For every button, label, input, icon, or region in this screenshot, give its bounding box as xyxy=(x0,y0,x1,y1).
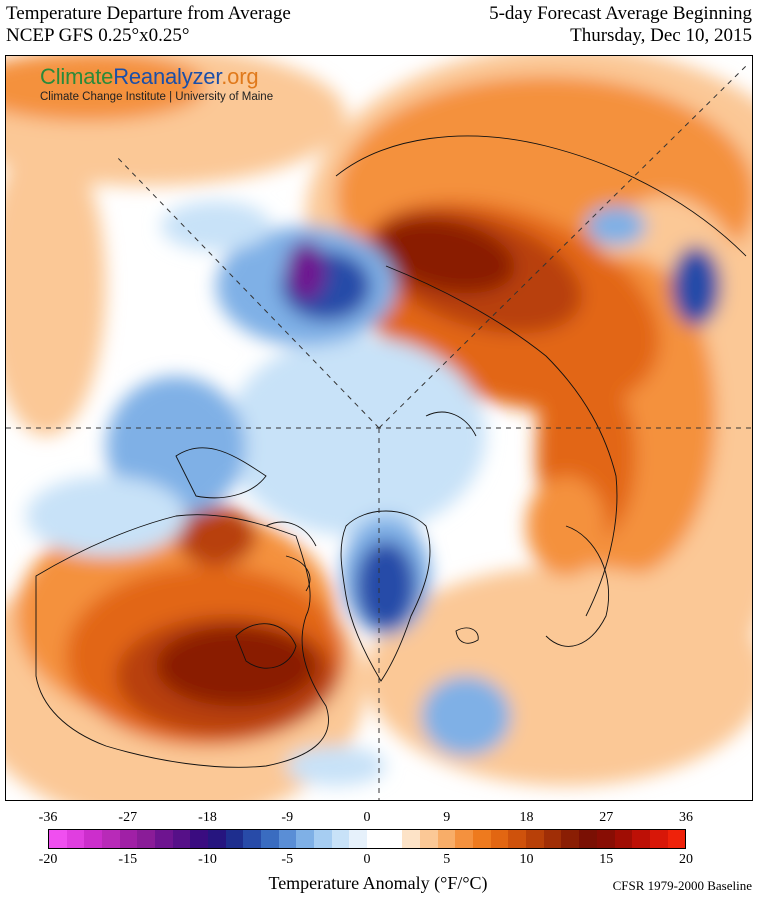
fahrenheit-tick-label: 9 xyxy=(443,810,451,825)
anomaly-map xyxy=(5,55,753,801)
colorbar-label-text: Temperature Anomaly (°F/°C) xyxy=(268,873,488,893)
coastlines-outline xyxy=(35,135,747,768)
celsius-tick-label: -15 xyxy=(118,852,138,867)
colorbar-segment xyxy=(84,830,103,848)
colorbar-segment xyxy=(384,830,403,848)
colorbar-segment xyxy=(172,830,191,848)
colorbar-label: Temperature Anomaly (°F/°C) xyxy=(0,873,760,894)
colorbar xyxy=(48,829,686,849)
greenland-outline xyxy=(340,510,431,682)
alaska-outline xyxy=(175,447,267,499)
celsius-tick-label: 5 xyxy=(443,852,451,867)
anomaly-patch xyxy=(286,746,386,786)
colorbar-segment xyxy=(596,830,615,848)
graticule xyxy=(6,65,752,800)
colorbar-segment xyxy=(455,830,474,848)
colorbar-segment xyxy=(579,830,597,848)
celsius-tick-label: -20 xyxy=(38,852,58,867)
colorbar-segment xyxy=(367,830,385,848)
colorbar-segment xyxy=(296,830,315,848)
forecast-date: Thursday, Dec 10, 2015 xyxy=(570,25,752,46)
fahrenheit-tick-label: 27 xyxy=(599,810,614,825)
anomaly-patch xyxy=(26,476,186,556)
colorbar-segment xyxy=(649,830,668,848)
colorbar-segment xyxy=(225,830,244,848)
fahrenheit-tick-label: -9 xyxy=(281,810,294,825)
hudson-bay-outline xyxy=(235,623,297,669)
colorbar-segment xyxy=(632,830,650,848)
iceland-outline xyxy=(455,627,479,644)
model-name: NCEP GFS 0.25°x0.25° xyxy=(6,25,190,46)
anomaly-patch xyxy=(6,136,106,436)
eurasia-outline xyxy=(335,135,747,617)
anomaly-patch xyxy=(286,241,326,301)
anomaly-patch xyxy=(161,201,271,251)
colorbar-segment xyxy=(561,830,580,848)
celsius-tick-label: -5 xyxy=(281,852,294,867)
colorbar-segment xyxy=(49,830,67,848)
forecast-title: 5-day Forecast Average Beginning xyxy=(489,3,752,24)
colorbar-segment xyxy=(437,830,456,848)
brand-logo: ClimateReanalyzer.org Climate Change Ins… xyxy=(40,64,273,103)
colorbar-segment xyxy=(508,830,527,848)
colorbar-segment xyxy=(402,830,421,848)
brand-name-part1: Climate xyxy=(40,64,114,89)
colorbar-segment xyxy=(614,830,633,848)
fahrenheit-tick-label: -18 xyxy=(198,810,217,825)
anomaly-patch xyxy=(176,506,256,566)
fahrenheit-tick-label: -27 xyxy=(118,810,138,825)
brand-name-part2: Reanalyzer xyxy=(113,64,222,89)
anomaly-patch xyxy=(671,246,721,326)
anomaly-patch xyxy=(421,676,511,756)
colorbar-segment xyxy=(190,830,209,848)
celsius-tick-label: 20 xyxy=(679,852,693,867)
colorbar-segment xyxy=(66,830,85,848)
colorbar-segment xyxy=(119,830,138,848)
anomaly-field xyxy=(6,56,752,800)
colorbar-segment xyxy=(331,830,350,848)
polar-map-graphic xyxy=(6,56,752,800)
fahrenheit-tick-label: 36 xyxy=(679,810,693,825)
fahrenheit-tick-label: 18 xyxy=(519,810,534,825)
colorbar-segment xyxy=(349,830,368,848)
baseline-note: CFSR 1979-2000 Baseline xyxy=(612,878,752,893)
celsius-tick-label: 10 xyxy=(519,852,534,867)
colorbar-segment xyxy=(543,830,562,848)
fahrenheit-tick-label: -36 xyxy=(38,810,58,825)
anomaly-patch xyxy=(156,626,316,706)
colorbar-segment xyxy=(314,830,332,848)
colorbar-segment xyxy=(261,830,279,848)
colorbar-segment xyxy=(137,830,156,848)
anomaly-patch xyxy=(356,541,416,631)
anomaly-patch xyxy=(6,56,206,121)
brand-name-part3: .org xyxy=(221,64,259,89)
colorbar-segment xyxy=(102,830,120,848)
colorbar-segment xyxy=(473,830,491,848)
map-title: Temperature Departure from Average xyxy=(6,3,291,24)
anomaly-patch xyxy=(377,218,515,294)
celsius-tick-label: 15 xyxy=(599,852,614,867)
celsius-tick-label: 0 xyxy=(363,852,371,867)
colorbar-segment xyxy=(526,830,544,848)
colorbar-segment xyxy=(208,830,226,848)
fahrenheit-tick-label: 0 xyxy=(363,810,371,825)
celsius-tick-label: -10 xyxy=(198,852,217,867)
arctic-islands-outline xyxy=(265,411,477,592)
scandinavia-outline xyxy=(545,525,610,647)
anomaly-patch xyxy=(586,206,646,246)
colorbar-segment xyxy=(243,830,262,848)
brand-subtitle: Climate Change Institute | University of… xyxy=(40,91,274,103)
brand-name: ClimateReanalyzer.org xyxy=(40,64,273,90)
colorbar-segment xyxy=(420,830,438,848)
meridian-line xyxy=(115,155,380,429)
north-america-outline xyxy=(35,514,329,768)
colorbar-segment xyxy=(667,830,686,848)
colorbar-segment xyxy=(155,830,173,848)
colorbar-segment xyxy=(278,830,297,848)
colorbar-segment xyxy=(490,830,509,848)
anomaly-patch xyxy=(226,336,486,536)
